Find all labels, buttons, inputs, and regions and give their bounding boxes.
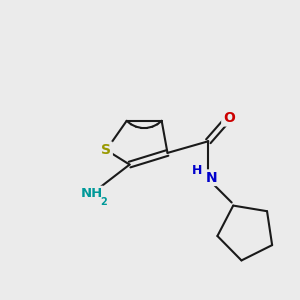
Text: S: S	[101, 143, 111, 157]
Text: H: H	[192, 164, 202, 178]
Text: N: N	[206, 171, 218, 185]
Text: 2: 2	[100, 197, 107, 207]
Text: O: O	[223, 111, 235, 125]
Text: NH: NH	[80, 187, 103, 200]
